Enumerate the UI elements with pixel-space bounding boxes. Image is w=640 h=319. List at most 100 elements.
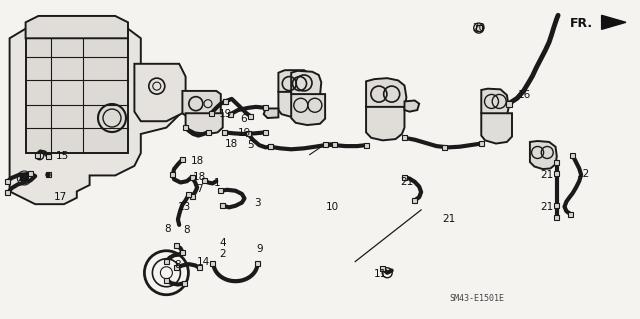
- Bar: [402, 174, 407, 180]
- Bar: [28, 171, 33, 176]
- Circle shape: [46, 173, 50, 177]
- Bar: [506, 101, 512, 107]
- Text: 17: 17: [54, 192, 67, 202]
- Bar: [221, 130, 227, 135]
- Polygon shape: [186, 113, 223, 134]
- Bar: [220, 203, 225, 208]
- Bar: [364, 143, 369, 148]
- Bar: [554, 160, 559, 165]
- Text: 11: 11: [374, 269, 387, 279]
- Text: 7: 7: [196, 184, 203, 194]
- Bar: [554, 203, 559, 208]
- Bar: [255, 261, 260, 266]
- Bar: [197, 265, 202, 271]
- Bar: [210, 261, 215, 266]
- Text: 12: 12: [577, 169, 590, 179]
- Bar: [268, 144, 273, 149]
- Polygon shape: [481, 89, 509, 122]
- Text: 13: 13: [178, 202, 191, 212]
- Text: 5: 5: [248, 140, 254, 150]
- Bar: [173, 265, 179, 271]
- Polygon shape: [134, 64, 186, 121]
- Polygon shape: [26, 16, 128, 38]
- Bar: [170, 172, 175, 177]
- Text: 16: 16: [518, 90, 531, 100]
- Bar: [189, 194, 195, 199]
- Polygon shape: [182, 91, 221, 121]
- Bar: [182, 281, 187, 286]
- Bar: [186, 192, 191, 197]
- Polygon shape: [404, 100, 419, 112]
- Polygon shape: [530, 141, 557, 169]
- Bar: [263, 105, 268, 110]
- Bar: [173, 243, 179, 248]
- Bar: [248, 114, 253, 119]
- Text: 18: 18: [225, 138, 238, 149]
- Text: 18: 18: [191, 156, 204, 166]
- Text: 14: 14: [197, 256, 210, 267]
- Text: FR.: FR.: [570, 18, 593, 30]
- Bar: [476, 25, 482, 31]
- Polygon shape: [366, 78, 406, 117]
- Bar: [205, 130, 211, 135]
- Bar: [479, 141, 484, 146]
- Bar: [554, 215, 559, 220]
- Text: 21: 21: [443, 214, 456, 225]
- Bar: [45, 154, 51, 159]
- Bar: [380, 266, 385, 271]
- Polygon shape: [291, 71, 321, 101]
- Bar: [570, 153, 575, 158]
- Polygon shape: [278, 70, 308, 101]
- Bar: [202, 178, 207, 183]
- Text: SM43-E1501E: SM43-E1501E: [449, 294, 504, 303]
- Text: 8: 8: [175, 260, 181, 271]
- Bar: [164, 278, 169, 283]
- Bar: [5, 179, 10, 184]
- Bar: [323, 142, 328, 147]
- Bar: [554, 171, 559, 176]
- Text: 20: 20: [472, 23, 485, 33]
- Bar: [183, 125, 188, 130]
- Bar: [246, 131, 251, 137]
- Bar: [180, 157, 185, 162]
- Bar: [189, 174, 195, 180]
- Text: 8: 8: [184, 225, 190, 235]
- Text: 10: 10: [326, 202, 339, 212]
- Circle shape: [20, 174, 28, 182]
- Bar: [402, 135, 407, 140]
- Text: 22: 22: [18, 173, 31, 183]
- Bar: [164, 259, 169, 264]
- Polygon shape: [264, 108, 278, 118]
- Polygon shape: [481, 113, 512, 144]
- Polygon shape: [26, 38, 128, 153]
- Polygon shape: [10, 22, 179, 204]
- Text: 21: 21: [400, 177, 413, 187]
- Bar: [223, 99, 228, 104]
- Bar: [180, 249, 185, 255]
- Bar: [218, 188, 223, 193]
- Text: 4: 4: [220, 238, 226, 248]
- Polygon shape: [278, 92, 308, 117]
- Text: 6: 6: [240, 114, 246, 124]
- Bar: [223, 99, 228, 104]
- Polygon shape: [291, 94, 325, 125]
- Bar: [263, 130, 268, 135]
- Text: 18: 18: [193, 172, 206, 182]
- Text: 8: 8: [164, 224, 171, 234]
- Bar: [268, 144, 273, 149]
- Bar: [442, 145, 447, 150]
- Text: 2: 2: [220, 249, 226, 259]
- Bar: [412, 198, 417, 203]
- Text: 9: 9: [256, 244, 262, 255]
- Text: 19: 19: [219, 109, 232, 119]
- Text: 21: 21: [541, 202, 554, 212]
- Text: 19: 19: [238, 128, 251, 138]
- Bar: [189, 174, 195, 180]
- Text: 3: 3: [254, 197, 260, 208]
- Bar: [332, 142, 337, 147]
- Bar: [228, 112, 233, 117]
- Bar: [35, 153, 40, 158]
- Bar: [5, 190, 10, 196]
- Text: 1: 1: [214, 178, 221, 189]
- Text: 15: 15: [56, 151, 69, 161]
